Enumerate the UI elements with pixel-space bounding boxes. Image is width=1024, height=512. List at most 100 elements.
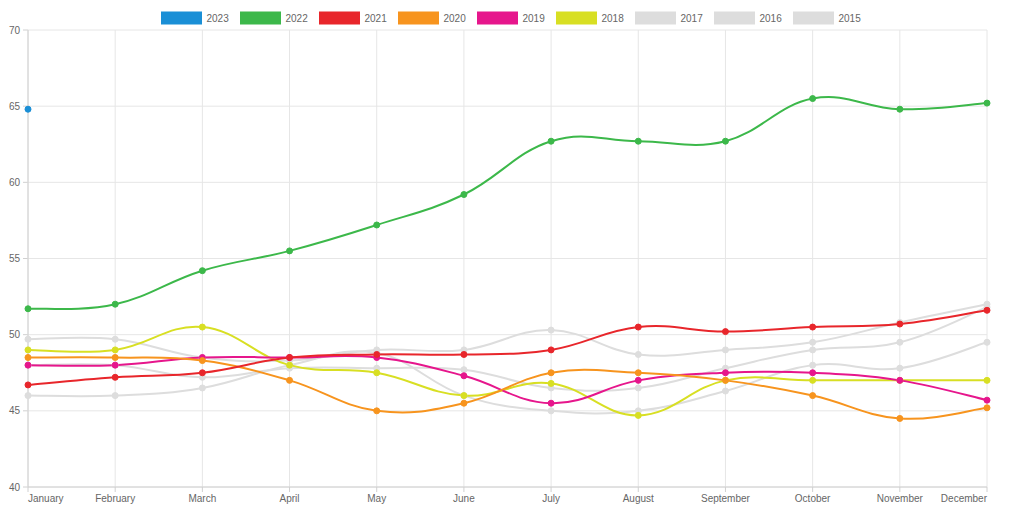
y-tick <box>23 182 28 183</box>
x-tick-label: July <box>542 493 560 504</box>
series-point <box>984 100 990 106</box>
series-point <box>722 347 728 353</box>
legend-swatch <box>636 12 676 24</box>
x-grid-line <box>551 30 552 487</box>
series-point <box>461 351 467 357</box>
series-point <box>461 373 467 379</box>
series-point <box>548 408 554 414</box>
lines <box>28 97 987 419</box>
series-line <box>28 97 987 309</box>
y-tick-label: 70 <box>9 25 21 36</box>
y-axis <box>28 30 29 487</box>
legend-swatch <box>399 12 439 24</box>
series-point <box>112 347 118 353</box>
series-point <box>112 301 118 307</box>
y-tick-label: 40 <box>9 482 21 493</box>
series-line <box>28 357 987 419</box>
legend-label: 2023 <box>207 13 230 24</box>
y-grid-line <box>28 106 987 107</box>
legend-label: 2022 <box>286 13 309 24</box>
series-point <box>287 362 293 368</box>
series-point <box>112 374 118 380</box>
series-point <box>112 393 118 399</box>
series-point <box>374 351 380 357</box>
series-point <box>984 339 990 345</box>
series-point <box>199 268 205 274</box>
series-point <box>810 96 816 102</box>
series-point <box>287 377 293 383</box>
series-point <box>374 370 380 376</box>
x-tick-label: October <box>795 493 831 504</box>
series-point <box>984 377 990 383</box>
x-tick <box>551 487 552 492</box>
series-point <box>984 397 990 403</box>
x-tick <box>987 487 988 492</box>
x-grid-line <box>289 30 290 487</box>
series-point <box>112 336 118 342</box>
series-point <box>548 380 554 386</box>
x-grid-line <box>376 30 377 487</box>
series-point <box>722 370 728 376</box>
series-point <box>635 370 641 376</box>
series-point <box>984 307 990 313</box>
chart: 40455055606570JanuaryFebruaryMarchAprilM… <box>0 0 1024 512</box>
y-grid-line <box>28 182 987 183</box>
x-tick-label: June <box>453 493 475 504</box>
x-tick <box>899 487 900 492</box>
series-point <box>635 377 641 383</box>
x-tick <box>115 487 116 492</box>
series-point <box>25 355 31 361</box>
series-line <box>28 310 987 385</box>
series-point <box>199 385 205 391</box>
series-point <box>897 415 903 421</box>
y-tick <box>23 334 28 335</box>
x-tick-label: April <box>280 493 300 504</box>
x-tick <box>376 487 377 492</box>
series-point <box>112 362 118 368</box>
legend-label: 2021 <box>365 13 388 24</box>
series-line <box>28 304 987 361</box>
y-grid-line <box>28 487 987 488</box>
series-point <box>635 138 641 144</box>
legend-label: 2020 <box>444 13 467 24</box>
series-point <box>461 400 467 406</box>
series-point <box>810 347 816 353</box>
legend-label: 2019 <box>523 13 546 24</box>
series-point <box>461 393 467 399</box>
series-point <box>287 362 293 368</box>
series-point <box>548 327 554 333</box>
series-point <box>984 301 990 307</box>
legend-swatch <box>794 12 834 24</box>
series-point <box>897 339 903 345</box>
series-point <box>548 347 554 353</box>
x-tick <box>638 487 639 492</box>
series-point <box>374 408 380 414</box>
y-grid-line <box>28 334 987 335</box>
series-point <box>199 370 205 376</box>
series-point <box>112 362 118 368</box>
x-grid-line <box>725 30 726 487</box>
legend-label: 2018 <box>602 13 625 24</box>
y-tick-label: 65 <box>9 101 21 112</box>
series-point <box>461 192 467 198</box>
legend-label: 2015 <box>839 13 862 24</box>
series-point <box>897 106 903 112</box>
series-point <box>635 351 641 357</box>
x-tick <box>289 487 290 492</box>
x-grid-line <box>28 30 29 487</box>
series-point <box>897 377 903 383</box>
x-tick-label: August <box>623 493 654 504</box>
y-tick-label: 50 <box>9 329 21 340</box>
series-point <box>810 393 816 399</box>
y-grid-line <box>28 258 987 259</box>
series-point <box>810 339 816 345</box>
series-point <box>25 393 31 399</box>
x-tick-label: March <box>188 493 216 504</box>
y-tick <box>23 487 28 488</box>
y-tick-label: 45 <box>9 405 21 416</box>
y-grid-line <box>28 410 987 411</box>
y-tick <box>23 30 28 31</box>
series-point <box>722 377 728 383</box>
legend: 202320222021202020192018201720162015 <box>162 12 862 24</box>
x-tick <box>812 487 813 492</box>
